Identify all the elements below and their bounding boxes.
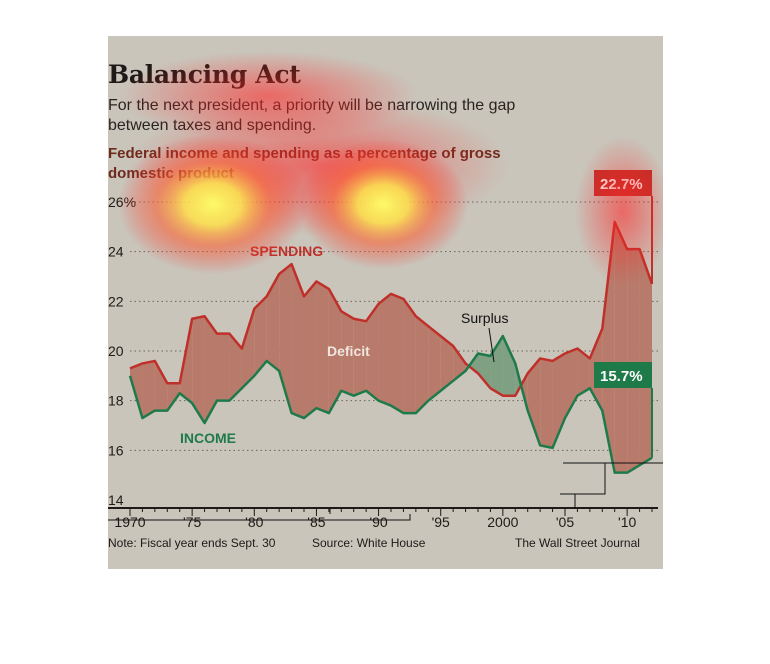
deficit-segment bbox=[229, 333, 242, 401]
income-callout-box bbox=[594, 362, 652, 388]
spending-line bbox=[129, 220, 654, 397]
deficit-segment bbox=[366, 303, 379, 401]
deficit-segment bbox=[154, 360, 168, 411]
deficit-label: Deficit bbox=[327, 343, 370, 359]
x-tick-label: '10 bbox=[618, 514, 636, 530]
surplus-label: Surplus bbox=[461, 310, 508, 326]
surplus-segment bbox=[490, 336, 503, 396]
deficit-segment bbox=[291, 264, 304, 419]
y-tick-label: 14 bbox=[108, 492, 124, 508]
deficit-segment bbox=[217, 333, 230, 401]
x-tick-label: 1970 bbox=[114, 514, 145, 530]
deficit-segment bbox=[341, 311, 354, 396]
deficit-segment bbox=[353, 318, 367, 396]
deficit-segment bbox=[415, 316, 429, 414]
income-end-value: 15.7% bbox=[600, 368, 643, 385]
surplus-segment bbox=[502, 336, 516, 396]
x-tick-label: '75 bbox=[183, 514, 201, 530]
deficit-segment bbox=[204, 316, 217, 424]
footer-note: Note: Fiscal year ends Sept. 30 bbox=[108, 536, 276, 550]
deficit-segment bbox=[577, 348, 590, 396]
deficit-segment bbox=[241, 308, 255, 389]
y-tick-label: 18 bbox=[108, 393, 124, 409]
footer-source: Source: White House bbox=[312, 536, 426, 550]
deficit-segment bbox=[142, 360, 155, 419]
deficit-segment bbox=[440, 336, 454, 391]
deficit-segment bbox=[316, 281, 329, 414]
surplus-leader-line bbox=[488, 327, 495, 363]
y-tick-label: 22 bbox=[108, 293, 124, 309]
x-axis: 1970 '75 '80 '85 '90 '95 2000 '05 '10 bbox=[108, 507, 658, 530]
income-series-label: INCOME bbox=[180, 430, 236, 446]
x-tick-label: '80 bbox=[245, 514, 263, 530]
deficit-segment bbox=[254, 296, 267, 376]
footer-credit: The Wall Street Journal bbox=[515, 536, 640, 550]
surplus-segment bbox=[478, 353, 491, 389]
x-tick-label: '90 bbox=[369, 514, 387, 530]
deficit-segment bbox=[428, 326, 441, 401]
y-tick-label: 20 bbox=[108, 343, 124, 359]
x-tick-label: '95 bbox=[432, 514, 450, 530]
deficit-segment bbox=[328, 288, 342, 414]
deficit-segment bbox=[540, 358, 553, 448]
x-tick-label: 2000 bbox=[487, 514, 518, 530]
deficit-segment bbox=[167, 383, 180, 411]
deficit-segment bbox=[527, 358, 541, 446]
deficit-segment bbox=[627, 249, 640, 473]
deficit-segment bbox=[192, 316, 205, 424]
x-tick-label: '85 bbox=[307, 514, 325, 530]
deficit-segment bbox=[639, 249, 652, 466]
deficit-segment bbox=[403, 298, 416, 414]
deficit-segment bbox=[279, 264, 292, 414]
deficit-segment bbox=[391, 293, 404, 414]
deficit-segment bbox=[378, 293, 391, 406]
deficit-segment bbox=[266, 274, 280, 371]
x-tick-label: '05 bbox=[556, 514, 574, 530]
deficit-segment bbox=[304, 281, 317, 419]
y-tick-label: 16 bbox=[108, 442, 124, 458]
income-line bbox=[128, 334, 653, 474]
